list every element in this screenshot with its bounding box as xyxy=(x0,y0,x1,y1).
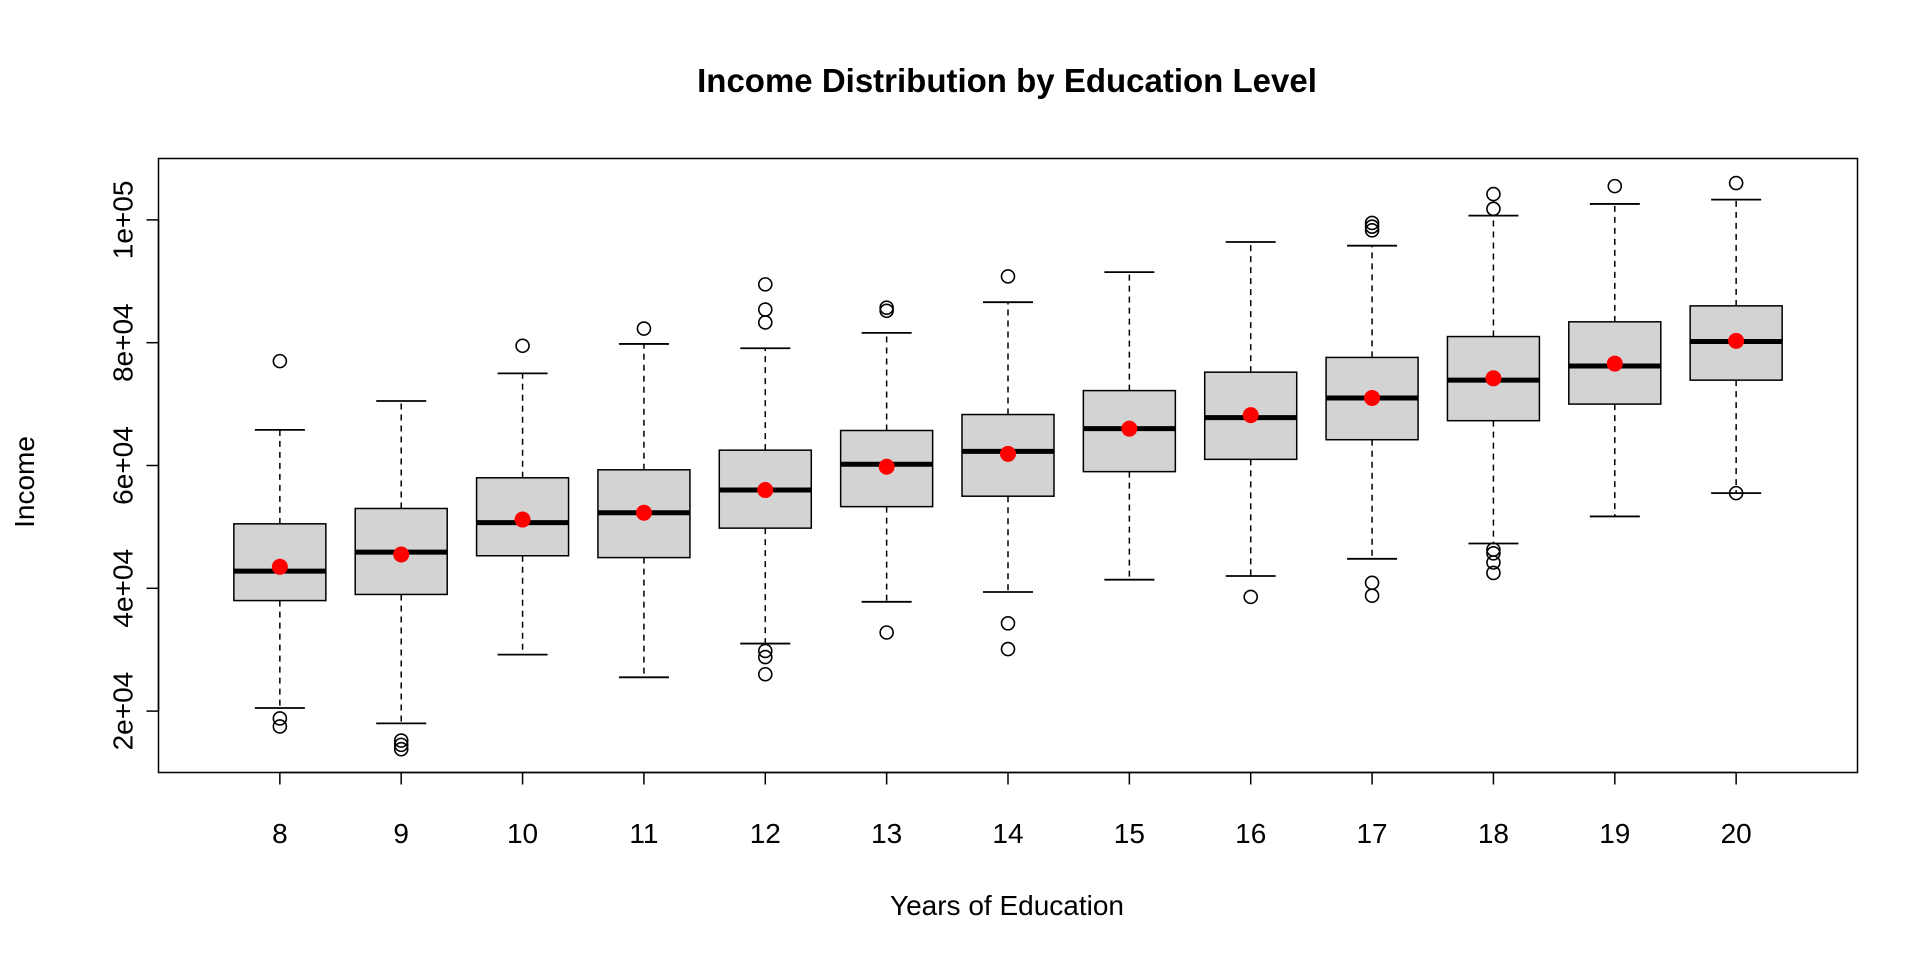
box-group-11 xyxy=(597,321,691,679)
outlier-17-3 xyxy=(1364,575,1380,591)
x-tick-label-19: 19 xyxy=(1599,818,1630,849)
outlier-12-0 xyxy=(757,277,773,292)
x-tick-label-11: 11 xyxy=(629,818,658,849)
mean-point-20 xyxy=(1728,332,1745,349)
outlier-18-0 xyxy=(1486,186,1501,202)
outlier-13-2 xyxy=(879,625,894,640)
chart-title: Income Distribution by Education Level xyxy=(697,62,1317,99)
outlier-14-1 xyxy=(1000,615,1016,631)
mean-point-12 xyxy=(757,482,774,499)
y-tick-label-100000: 1e+05 xyxy=(108,181,139,260)
box-group-19 xyxy=(1568,178,1662,518)
box-group-17 xyxy=(1325,215,1419,603)
outlier-8-2 xyxy=(272,719,288,734)
outlier-12-1 xyxy=(757,302,773,317)
outlier-14-2 xyxy=(1000,641,1016,657)
outlier-13-1 xyxy=(879,303,894,319)
x-tick-label-15: 15 xyxy=(1114,818,1145,849)
x-tick-label-16: 16 xyxy=(1235,818,1266,849)
outlier-10-0 xyxy=(515,338,530,354)
mean-point-14 xyxy=(1000,445,1016,462)
x-tick-label-13: 13 xyxy=(871,818,902,849)
outlier-12-3 xyxy=(757,643,773,659)
outlier-14-0 xyxy=(1000,269,1016,284)
x-tick-label-18: 18 xyxy=(1478,818,1509,849)
outlier-13-0 xyxy=(879,300,894,316)
outlier-20-1 xyxy=(1728,485,1744,501)
mean-point-15 xyxy=(1121,420,1138,437)
outlier-12-2 xyxy=(757,315,773,330)
outlier-18-3 xyxy=(1486,546,1501,561)
mean-point-18 xyxy=(1485,370,1502,387)
y-axis: 2e+04 4e+04 6e+04 8e+04 1e+05 xyxy=(108,181,160,751)
outlier-19-0 xyxy=(1607,178,1623,194)
mean-point-19 xyxy=(1606,355,1623,372)
mean-point-9 xyxy=(393,546,410,563)
mean-point-13 xyxy=(878,458,895,475)
x-tick-label-17: 17 xyxy=(1356,818,1387,849)
mean-point-17 xyxy=(1364,389,1381,406)
x-axis: 8 9 10 11 12 13 14 15 16 17 18 19 20 xyxy=(272,771,1752,849)
x-tick-label-8: 8 xyxy=(272,818,288,849)
box-group-10 xyxy=(475,338,570,656)
outlier-18-5 xyxy=(1486,565,1501,581)
box-group-14 xyxy=(961,269,1055,657)
x-tick-label-9: 9 xyxy=(393,818,409,849)
outlier-17-1 xyxy=(1364,219,1380,234)
x-tick-label-14: 14 xyxy=(992,818,1023,849)
mean-point-16 xyxy=(1242,407,1259,424)
boxes-layer xyxy=(233,175,1783,757)
mean-point-10 xyxy=(514,511,531,528)
outlier-20-0 xyxy=(1728,175,1744,191)
outlier-11-0 xyxy=(636,321,652,336)
y-tick-label-20000: 2e+04 xyxy=(108,672,139,751)
box-group-16 xyxy=(1203,241,1298,605)
outlier-17-2 xyxy=(1364,223,1380,238)
y-axis-label: Income xyxy=(9,436,40,528)
box-group-8 xyxy=(233,353,327,734)
outlier-9-1 xyxy=(393,737,409,753)
outlier-8-0 xyxy=(272,353,288,369)
y-tick-label-40000: 4e+04 xyxy=(108,549,139,628)
box-group-13 xyxy=(839,300,934,640)
outlier-17-0 xyxy=(1364,215,1380,231)
outlier-9-0 xyxy=(393,733,409,748)
x-tick-label-12: 12 xyxy=(750,818,781,849)
x-tick-label-10: 10 xyxy=(507,818,538,849)
box-group-12 xyxy=(718,277,813,682)
y-tick-label-80000: 8e+04 xyxy=(108,303,139,382)
outlier-12-4 xyxy=(757,649,773,665)
y-tick-label-60000: 6e+04 xyxy=(108,426,139,505)
x-tick-label-20: 20 xyxy=(1721,818,1752,849)
outlier-9-2 xyxy=(393,741,409,757)
outlier-18-1 xyxy=(1486,201,1501,217)
box-group-9 xyxy=(354,400,448,757)
mean-point-11 xyxy=(635,504,652,521)
outlier-12-5 xyxy=(757,666,773,682)
x-axis-label: Years of Education xyxy=(890,890,1124,921)
outlier-18-4 xyxy=(1486,555,1501,570)
outlier-8-1 xyxy=(272,711,288,726)
outlier-17-4 xyxy=(1364,588,1380,603)
outlier-16-0 xyxy=(1243,589,1259,605)
box-group-15 xyxy=(1082,271,1177,581)
mean-point-8 xyxy=(271,558,288,575)
box-group-18 xyxy=(1446,186,1541,581)
box-group-20 xyxy=(1689,175,1783,501)
